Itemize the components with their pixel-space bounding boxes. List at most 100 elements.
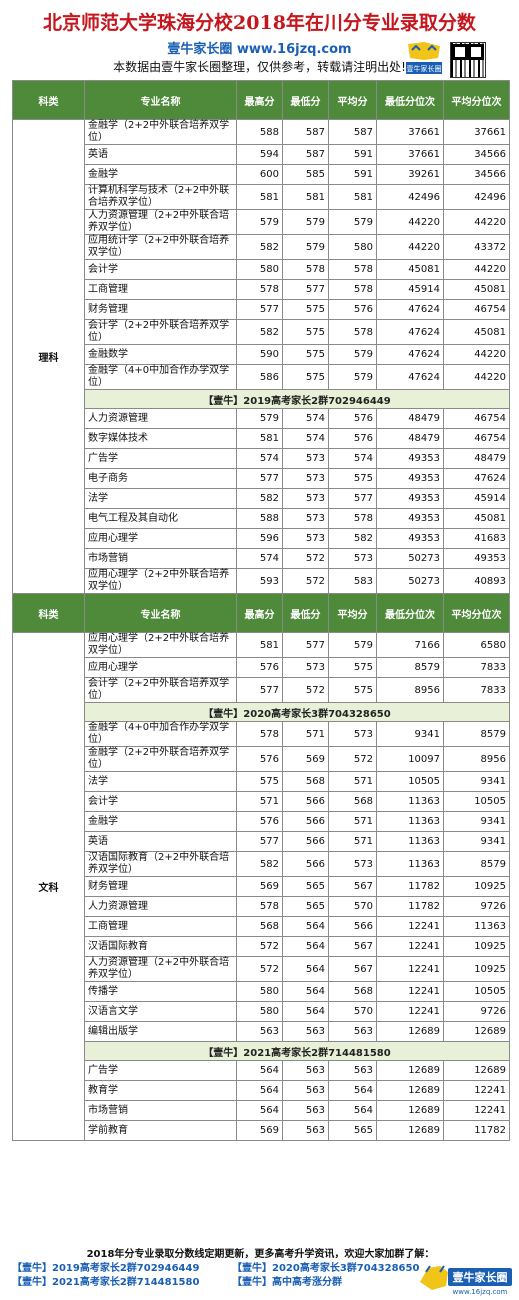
score-cell: 46754 [443, 408, 510, 429]
column-header: 最低分 [282, 593, 329, 633]
score-cell: 571 [328, 831, 377, 852]
score-cell: 12241 [376, 936, 444, 957]
major-name: 编辑出版学 [84, 1021, 237, 1042]
major-name: 电气工程及其自动化 [84, 508, 237, 529]
score-cell: 577 [282, 279, 329, 300]
major-name: 人力资源管理 [84, 896, 237, 917]
page-title: 北京师范大学珠海分校2018年在川分专业录取分数 [43, 12, 476, 34]
footer-row-1: 【壹牛】2019高考家长2群702946449 【壹牛】2020高考家长3群70… [12, 1259, 509, 1274]
site-banner[interactable]: 壹牛家长圈 www.16jzq.com [167, 42, 352, 57]
score-cell: 566 [282, 851, 329, 877]
table-row: 应用心理学 576 573 575 8579 7833 [13, 657, 510, 678]
score-cell: 11363 [376, 831, 444, 852]
score-cell: 563 [282, 1100, 329, 1121]
major-name: 工商管理 [84, 916, 237, 937]
score-cell: 578 [282, 259, 329, 280]
score-cell: 6580 [443, 632, 510, 658]
score-cell: 600 [236, 164, 283, 185]
table-row: 财务管理 577 575 576 47624 46754 [13, 299, 510, 320]
major-name: 金融学（4+0中加合作办学双学位） [84, 721, 237, 747]
score-cell: 581 [236, 184, 283, 210]
score-cell: 563 [282, 1080, 329, 1101]
group-ad-text[interactable]: 【壹牛】2021高考家长2群714481580 [84, 1041, 510, 1061]
score-cell: 568 [328, 981, 377, 1002]
score-cell: 585 [282, 164, 329, 185]
score-cell: 44220 [443, 259, 510, 280]
major-name: 金融学（2+2中外联合培养双学位） [84, 746, 237, 772]
score-cell: 569 [236, 1120, 283, 1141]
score-cell: 577 [236, 299, 283, 320]
score-cell: 578 [328, 319, 377, 345]
major-name: 计算机科学与技术（2+2中外联合培养双学位） [84, 184, 237, 210]
major-name: 金融数学 [84, 344, 237, 365]
major-name: 英语 [84, 831, 237, 852]
table-row: 应用心理学 596 573 582 49353 41683 [13, 528, 510, 549]
major-name: 应用统计学（2+2中外联合培养双学位） [84, 234, 237, 260]
group-ad-row: 【壹牛】2021高考家长2群714481580 [13, 1041, 510, 1061]
score-cell: 575 [282, 299, 329, 320]
score-cell: 572 [282, 568, 329, 594]
score-cell: 577 [236, 468, 283, 489]
column-header: 科类 [12, 593, 85, 633]
score-cell: 573 [282, 528, 329, 549]
major-name: 应用心理学（2+2中外联合培养双学位） [84, 632, 237, 658]
category-cell: 文科 [12, 632, 85, 1141]
score-cell: 10925 [443, 936, 510, 957]
group-link-2020[interactable]: 【壹牛】2020高考家长3群704328650 [232, 1263, 420, 1274]
score-cell: 49353 [376, 448, 444, 469]
score-cell: 44220 [443, 364, 510, 390]
score-cell: 581 [236, 428, 283, 449]
column-header: 平均分 [328, 593, 377, 633]
score-cell: 568 [328, 791, 377, 812]
table-row: 电子商务 577 573 575 49353 47624 [13, 468, 510, 489]
score-cell: 12689 [376, 1021, 444, 1042]
table-row: 金融学 576 566 571 11363 9341 [13, 811, 510, 832]
score-cell: 564 [282, 916, 329, 937]
column-header: 最高分 [236, 593, 283, 633]
score-cell: 566 [282, 791, 329, 812]
score-cell: 44220 [443, 344, 510, 365]
source-note: 本数据由壹牛家长圈整理，仅供参考，转载请注明出处! [113, 60, 406, 74]
category-cell: 理科 [12, 119, 85, 594]
table-row: 汉语言文学 580 564 570 12241 9726 [13, 1001, 510, 1022]
group-ad-text[interactable]: 【壹牛】2019高考家长2群702946449 [84, 389, 510, 409]
group-link-2019[interactable]: 【壹牛】2019高考家长2群702946449 [12, 1263, 200, 1274]
score-cell: 588 [236, 119, 283, 145]
group-link-gaokao[interactable]: 【壹牛】高中高考涨分群 [232, 1277, 342, 1288]
corner-brand-logo: 壹牛家长圈 www.16jzq.com [418, 1262, 514, 1296]
major-name: 法学 [84, 488, 237, 509]
major-name: 财务管理 [84, 299, 237, 320]
score-cell: 581 [282, 184, 329, 210]
major-name: 人力资源管理（2+2中外联合培养双学位） [84, 956, 237, 982]
score-cell: 39261 [376, 164, 444, 185]
score-cell: 577 [236, 831, 283, 852]
footer-lead: 2018年分专业录取分数线定期更新，更多高考升学资讯，欢迎大家加群了解： [86, 1249, 435, 1260]
score-cell: 566 [328, 916, 377, 937]
major-name: 应用心理学（2+2中外联合培养双学位） [84, 568, 237, 594]
major-name: 人力资源管理（2+2中外联合培养双学位） [84, 209, 237, 235]
score-cell: 12689 [376, 1060, 444, 1081]
score-cell: 574 [282, 408, 329, 429]
score-cell: 47624 [376, 319, 444, 345]
group-ad-text[interactable]: 【壹牛】2020高考家长3群704328650 [84, 702, 510, 722]
table-row: 会计学 580 578 578 45081 44220 [13, 259, 510, 280]
score-cell: 46754 [443, 428, 510, 449]
score-cell: 571 [236, 791, 283, 812]
score-cell: 12689 [443, 1060, 510, 1081]
score-cell: 45081 [443, 508, 510, 529]
score-cell: 579 [328, 344, 377, 365]
score-cell: 12241 [376, 981, 444, 1002]
major-name: 金融学 [84, 811, 237, 832]
major-name: 数字媒体技术 [84, 428, 237, 449]
score-table: 科类 专业名称 最高分 最低分 平均分 最低分位次 平均分位次 理科 金融学（2+2中外联合培养… [12, 80, 510, 1141]
score-cell: 37661 [376, 144, 444, 165]
score-cell: 580 [236, 981, 283, 1002]
group-link-2021[interactable]: 【壹牛】2021高考家长2群714481580 [12, 1277, 200, 1288]
score-cell: 564 [282, 1001, 329, 1022]
table-row: 市场营销 564 563 564 12689 12241 [13, 1100, 510, 1121]
score-cell: 8579 [376, 657, 444, 678]
score-cell: 579 [282, 209, 329, 235]
score-cell: 9726 [443, 896, 510, 917]
score-cell: 570 [328, 896, 377, 917]
group-ad-row: 【壹牛】2020高考家长3群704328650 [13, 702, 510, 722]
